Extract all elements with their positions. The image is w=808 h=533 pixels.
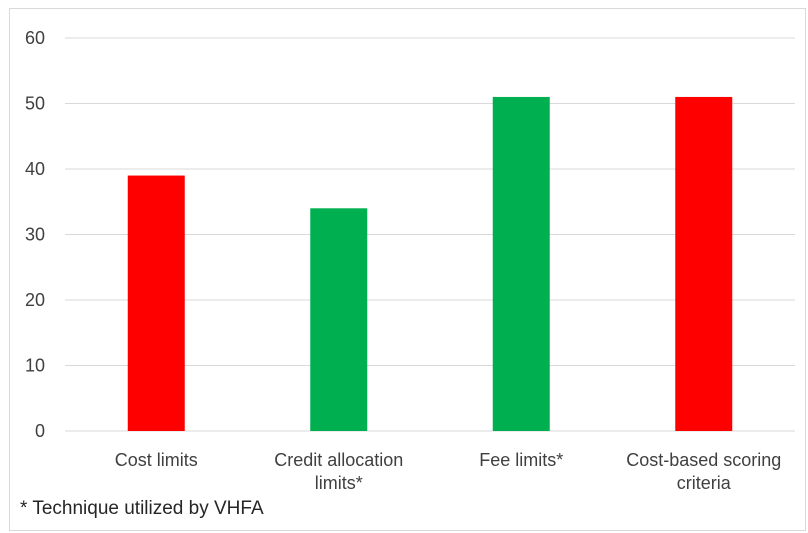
y-axis-ticks: 0 10 20 30 40 50 60 bbox=[25, 28, 45, 441]
bar bbox=[310, 208, 368, 431]
y-tick-label: 0 bbox=[35, 421, 45, 441]
x-tick-label-line: Fee limits* bbox=[479, 450, 563, 470]
y-tick-label: 30 bbox=[25, 225, 45, 245]
x-tick-label-line: limits* bbox=[315, 473, 363, 493]
y-tick-label: 50 bbox=[25, 94, 45, 114]
x-tick-label: Cost-based scoring criteria bbox=[626, 450, 781, 493]
footnote: * Technique utilized by VHFA bbox=[20, 498, 264, 519]
x-tick-label: Cost limits bbox=[115, 450, 198, 470]
x-tick-label-line: Cost limits bbox=[115, 450, 198, 470]
y-tick-label: 60 bbox=[25, 28, 45, 48]
x-tick-label: Credit allocation limits* bbox=[274, 450, 403, 493]
bar bbox=[492, 96, 550, 431]
gridlines bbox=[65, 37, 795, 432]
x-tick-label-line: criteria bbox=[677, 473, 732, 493]
y-tick-label: 20 bbox=[25, 290, 45, 310]
x-tick-label-line: Credit allocation bbox=[274, 450, 403, 470]
bars bbox=[127, 96, 733, 431]
bar bbox=[127, 175, 185, 431]
x-axis-ticks: Cost limits Credit allocation limits* Fee l… bbox=[115, 450, 782, 493]
x-tick-label: Fee limits* bbox=[479, 450, 563, 470]
y-tick-label: 40 bbox=[25, 159, 45, 179]
y-tick-label: 10 bbox=[25, 356, 45, 376]
x-tick-label-line: Cost-based scoring bbox=[626, 450, 781, 470]
bar bbox=[675, 96, 733, 431]
